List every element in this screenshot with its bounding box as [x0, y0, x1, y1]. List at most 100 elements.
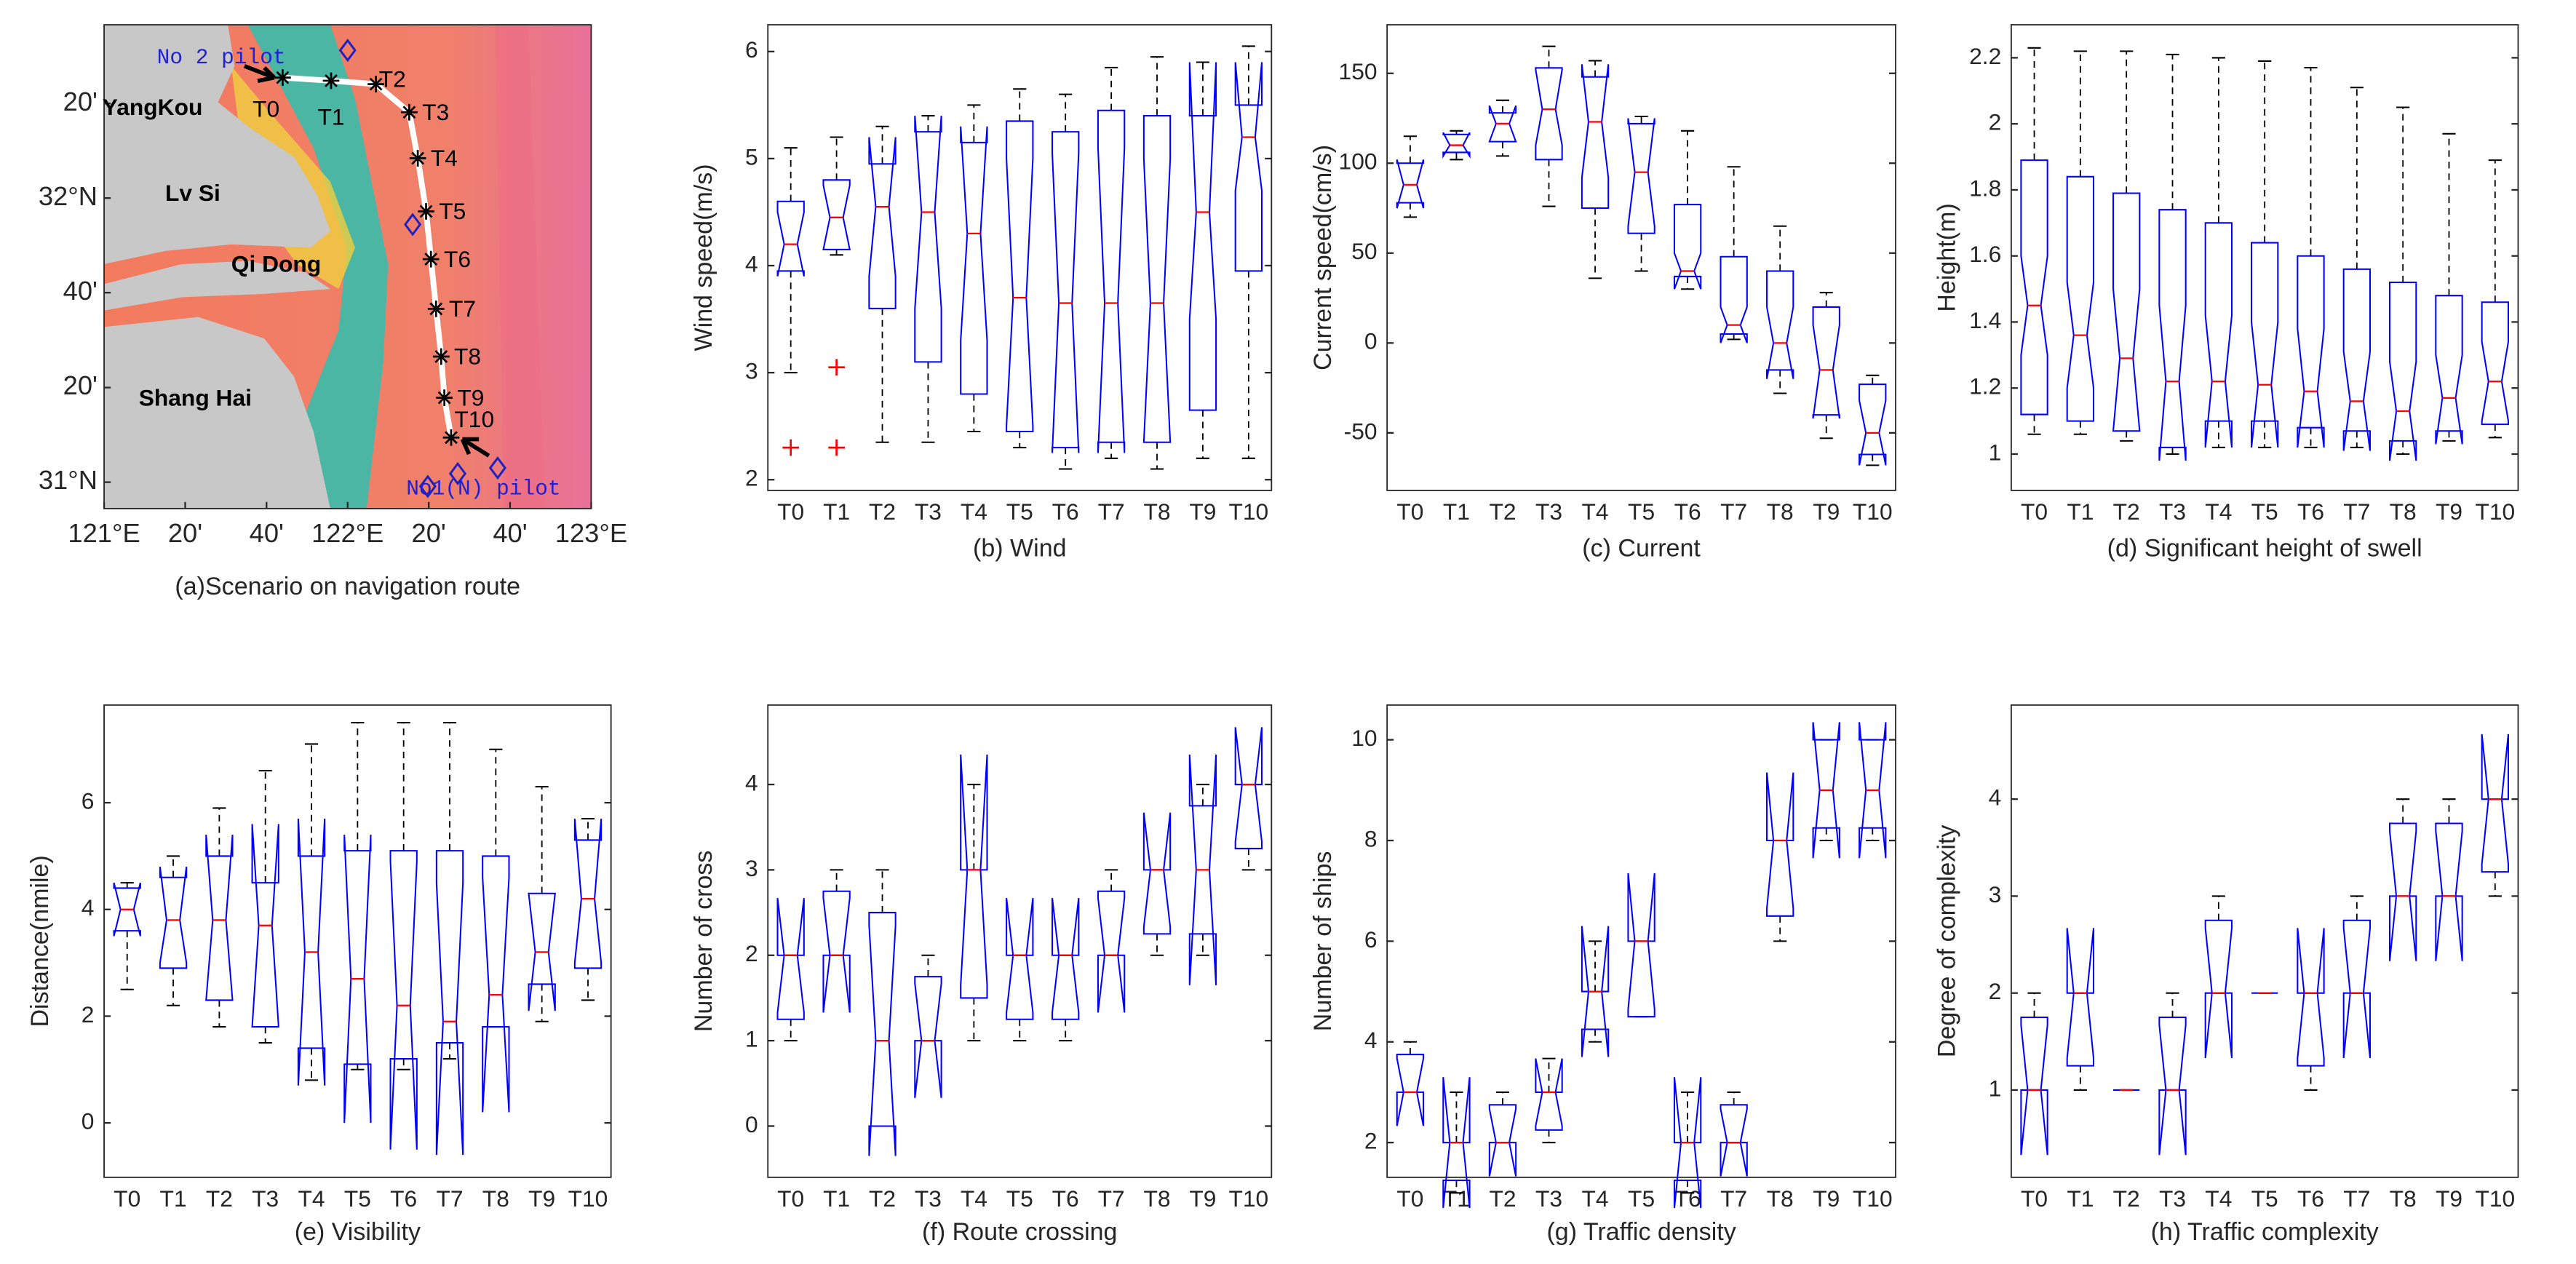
box — [1720, 255, 1748, 343]
caption: (e) Visibility — [295, 1218, 421, 1246]
y-tick-label: 0 — [1364, 328, 1378, 354]
box — [1442, 132, 1471, 159]
box — [1052, 131, 1080, 453]
x-tick-label: T9 — [1813, 498, 1840, 525]
waypoint — [409, 150, 426, 167]
box — [1766, 772, 1794, 917]
x-tick-label: T5 — [2251, 1185, 2278, 1212]
axes-frame — [767, 24, 1273, 491]
y-tick-label: 1.2 — [1969, 373, 2001, 400]
x-tick-label: T9 — [1189, 1185, 1216, 1212]
x-tick-label: T5 — [1628, 1185, 1655, 1212]
y-tick-label: 6 — [1364, 926, 1378, 953]
y-tick-label: 150 — [1339, 58, 1378, 84]
box — [822, 179, 851, 250]
box — [2020, 1016, 2048, 1156]
waypoint-label: T9 — [457, 384, 484, 410]
waypoint-label: T10 — [454, 406, 494, 432]
x-tick-label: T10 — [2475, 1185, 2515, 1212]
y-axis-label: Distance(nmile) — [26, 855, 54, 1027]
map-annotation: Shang Hai — [139, 385, 252, 411]
box — [1488, 1104, 1517, 1177]
x-tick-label: T2 — [206, 1185, 233, 1212]
map-annotation: Qi Dong — [231, 251, 321, 277]
box — [1627, 118, 1655, 234]
box — [2435, 295, 2463, 445]
x-tick-label: 123°E — [555, 518, 627, 548]
x-tick-label: T3 — [915, 498, 942, 525]
x-tick-label: T5 — [1006, 1185, 1033, 1212]
x-tick-label: T6 — [2297, 498, 2324, 525]
waypoint-label: T0 — [253, 95, 279, 122]
x-tick-label: T1 — [2067, 1185, 2094, 1212]
axes-frame — [2010, 24, 2519, 491]
x-tick-label: T0 — [114, 1185, 140, 1212]
x-tick-label: T7 — [436, 1185, 463, 1212]
pilot-station — [418, 474, 437, 498]
waypoint — [274, 69, 291, 86]
x-tick-label: T0 — [1396, 498, 1423, 525]
y-tick-label: 4 — [1364, 1027, 1378, 1053]
y-tick-label: 6 — [745, 36, 758, 63]
x-tick-label: T8 — [1143, 498, 1170, 525]
box — [2204, 222, 2233, 448]
x-tick-label: 20' — [412, 518, 446, 548]
x-tick-label: T6 — [1052, 498, 1079, 525]
x-tick-label: T9 — [2436, 498, 2462, 525]
x-tick-label: T10 — [1228, 1185, 1268, 1212]
x-tick-label: T1 — [1443, 1185, 1470, 1212]
waypoint-label: T8 — [454, 343, 481, 370]
box — [776, 200, 805, 277]
box — [1006, 898, 1034, 1020]
x-tick-label: T6 — [1674, 1185, 1701, 1212]
x-tick-label: T9 — [1189, 498, 1216, 525]
y-tick-label: 8 — [1364, 825, 1378, 851]
map-background — [104, 25, 592, 509]
x-tick-label: T5 — [1628, 498, 1655, 525]
waypoint — [432, 348, 450, 365]
x-tick-label: T7 — [2343, 1185, 2370, 1212]
y-tick-label: 3 — [745, 855, 758, 881]
box — [482, 855, 510, 1113]
box — [1812, 722, 1840, 859]
x-tick-label: T3 — [1535, 498, 1562, 525]
box — [159, 866, 188, 969]
x-tick-label: T1 — [823, 1185, 850, 1212]
box — [205, 835, 234, 1001]
box — [1097, 109, 1126, 453]
y-tick-label: 3 — [745, 358, 758, 384]
map-annotation: Lv Si — [165, 180, 220, 206]
x-tick-label: T6 — [2297, 1185, 2324, 1212]
x-tick-label: T3 — [2159, 498, 2186, 525]
caption: (a)Scenario on navigation route — [175, 573, 520, 600]
box — [2481, 301, 2509, 426]
x-tick-label: T4 — [2205, 498, 2232, 525]
x-tick-label: T7 — [1720, 498, 1747, 525]
y-tick-label: 20' — [63, 87, 98, 116]
box — [297, 819, 326, 1086]
x-tick-label: T10 — [1853, 498, 1893, 525]
box — [1720, 1104, 1748, 1177]
y-tick-label: 2 — [1989, 978, 2002, 1004]
x-tick-label: T6 — [390, 1185, 417, 1212]
y-tick-label: 10 — [1351, 725, 1377, 751]
box — [1581, 64, 1610, 210]
box — [1766, 270, 1794, 379]
waypoint — [322, 72, 340, 90]
x-tick-label: T8 — [2390, 1185, 2417, 1212]
box — [113, 882, 141, 937]
y-tick-label: 2 — [1989, 109, 2002, 135]
x-tick-label: T10 — [568, 1185, 608, 1212]
box — [1142, 115, 1172, 443]
x-tick-label: T10 — [1853, 1185, 1893, 1212]
waypoint-label: T6 — [444, 246, 471, 272]
waypoint — [436, 389, 453, 406]
y-axis-label: Wind speed(m/s) — [690, 164, 717, 351]
y-tick-label: 2 — [82, 1001, 95, 1028]
box — [1673, 1077, 1702, 1209]
waypoint-label: T5 — [439, 198, 466, 224]
box — [1052, 898, 1080, 1020]
x-tick-label: T8 — [1143, 1185, 1170, 1212]
x-tick-label: T6 — [1674, 498, 1701, 525]
axes-frame — [767, 704, 1273, 1178]
